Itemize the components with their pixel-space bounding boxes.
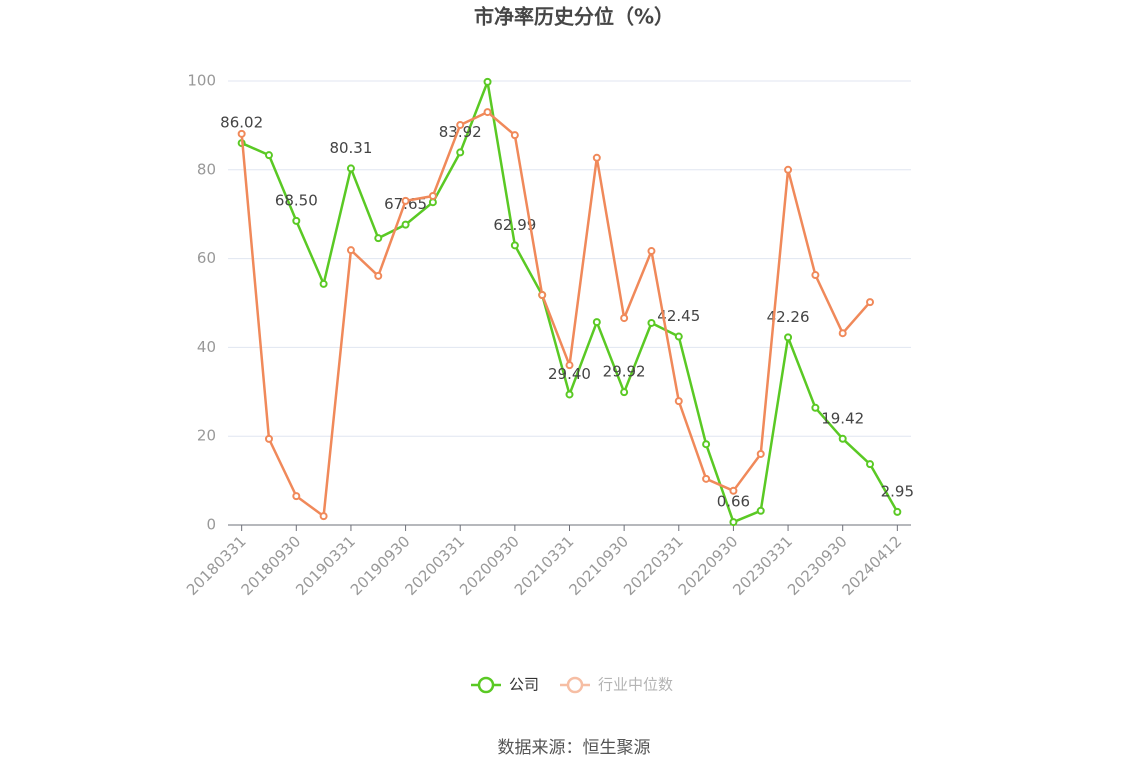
data-label: 83.92 <box>439 123 482 141</box>
data-point <box>838 329 847 338</box>
y-tick-label: 20 <box>197 427 216 445</box>
data-label: 80.31 <box>329 139 372 157</box>
data-point <box>702 440 711 449</box>
data-point <box>784 165 793 174</box>
data-label: 29.40 <box>548 365 591 383</box>
data-label: 42.45 <box>657 307 700 325</box>
data-point <box>592 153 601 162</box>
data-label: 68.50 <box>275 191 318 209</box>
data-label: 19.42 <box>821 409 864 427</box>
data-label: 29.92 <box>603 363 646 381</box>
y-tick-label: 80 <box>197 160 216 178</box>
series-line <box>240 110 871 518</box>
data-point <box>538 291 547 300</box>
legend-item[interactable]: 行业中位数 <box>560 676 673 694</box>
data-point <box>729 518 738 527</box>
data-point <box>866 460 875 469</box>
data-point <box>756 506 765 515</box>
data-point <box>620 388 629 397</box>
data-point <box>401 196 410 205</box>
data-point <box>811 403 820 412</box>
data-point <box>565 361 574 370</box>
data-point <box>811 271 820 280</box>
data-point <box>838 434 847 443</box>
legend-marker <box>477 676 495 694</box>
data-label: 62.99 <box>493 216 536 234</box>
data-point <box>374 271 383 280</box>
data-point <box>456 148 465 157</box>
data-point <box>428 198 437 207</box>
data-point <box>647 247 656 256</box>
legend-label: 行业中位数 <box>598 676 673 694</box>
data-point <box>756 449 765 458</box>
data-point <box>319 279 328 288</box>
data-point <box>866 298 875 307</box>
data-point <box>565 390 574 399</box>
data-point <box>702 474 711 483</box>
x-tick-label: 20240412 <box>839 532 906 599</box>
legend-marker <box>566 676 584 694</box>
data-point <box>264 434 273 443</box>
data-point <box>674 332 683 341</box>
data-point <box>483 108 492 117</box>
data-point <box>319 512 328 521</box>
data-point <box>346 246 355 255</box>
data-point <box>483 77 492 86</box>
data-label: 0.66 <box>717 493 750 511</box>
data-point <box>237 129 246 138</box>
data-label: 2.95 <box>881 482 914 500</box>
data-point <box>784 333 793 342</box>
data-point <box>456 120 465 129</box>
data-point <box>592 318 601 327</box>
data-point <box>292 492 301 501</box>
data-point <box>401 220 410 229</box>
data-point <box>428 191 437 200</box>
y-tick-label: 60 <box>197 249 216 267</box>
data-point <box>264 151 273 160</box>
data-point <box>893 507 902 516</box>
data-point <box>729 486 738 495</box>
chart-title: 市净率历史分位（%） <box>474 5 674 29</box>
y-tick-label: 100 <box>187 72 216 90</box>
data-point <box>647 318 656 327</box>
data-point <box>620 314 629 323</box>
data-label: 42.26 <box>767 308 810 326</box>
y-tick-label: 40 <box>197 338 216 356</box>
data-point <box>510 241 519 250</box>
data-point <box>292 216 301 225</box>
y-tick-label: 0 <box>206 516 216 534</box>
data-label: 86.02 <box>220 114 263 132</box>
legend-label: 公司 <box>509 676 539 694</box>
data-point <box>346 164 355 173</box>
data-point <box>674 397 683 406</box>
source-note: 数据来源：恒生聚源 <box>498 738 651 758</box>
legend-item[interactable]: 公司 <box>471 676 539 694</box>
data-point <box>510 131 519 140</box>
data-point <box>374 234 383 243</box>
